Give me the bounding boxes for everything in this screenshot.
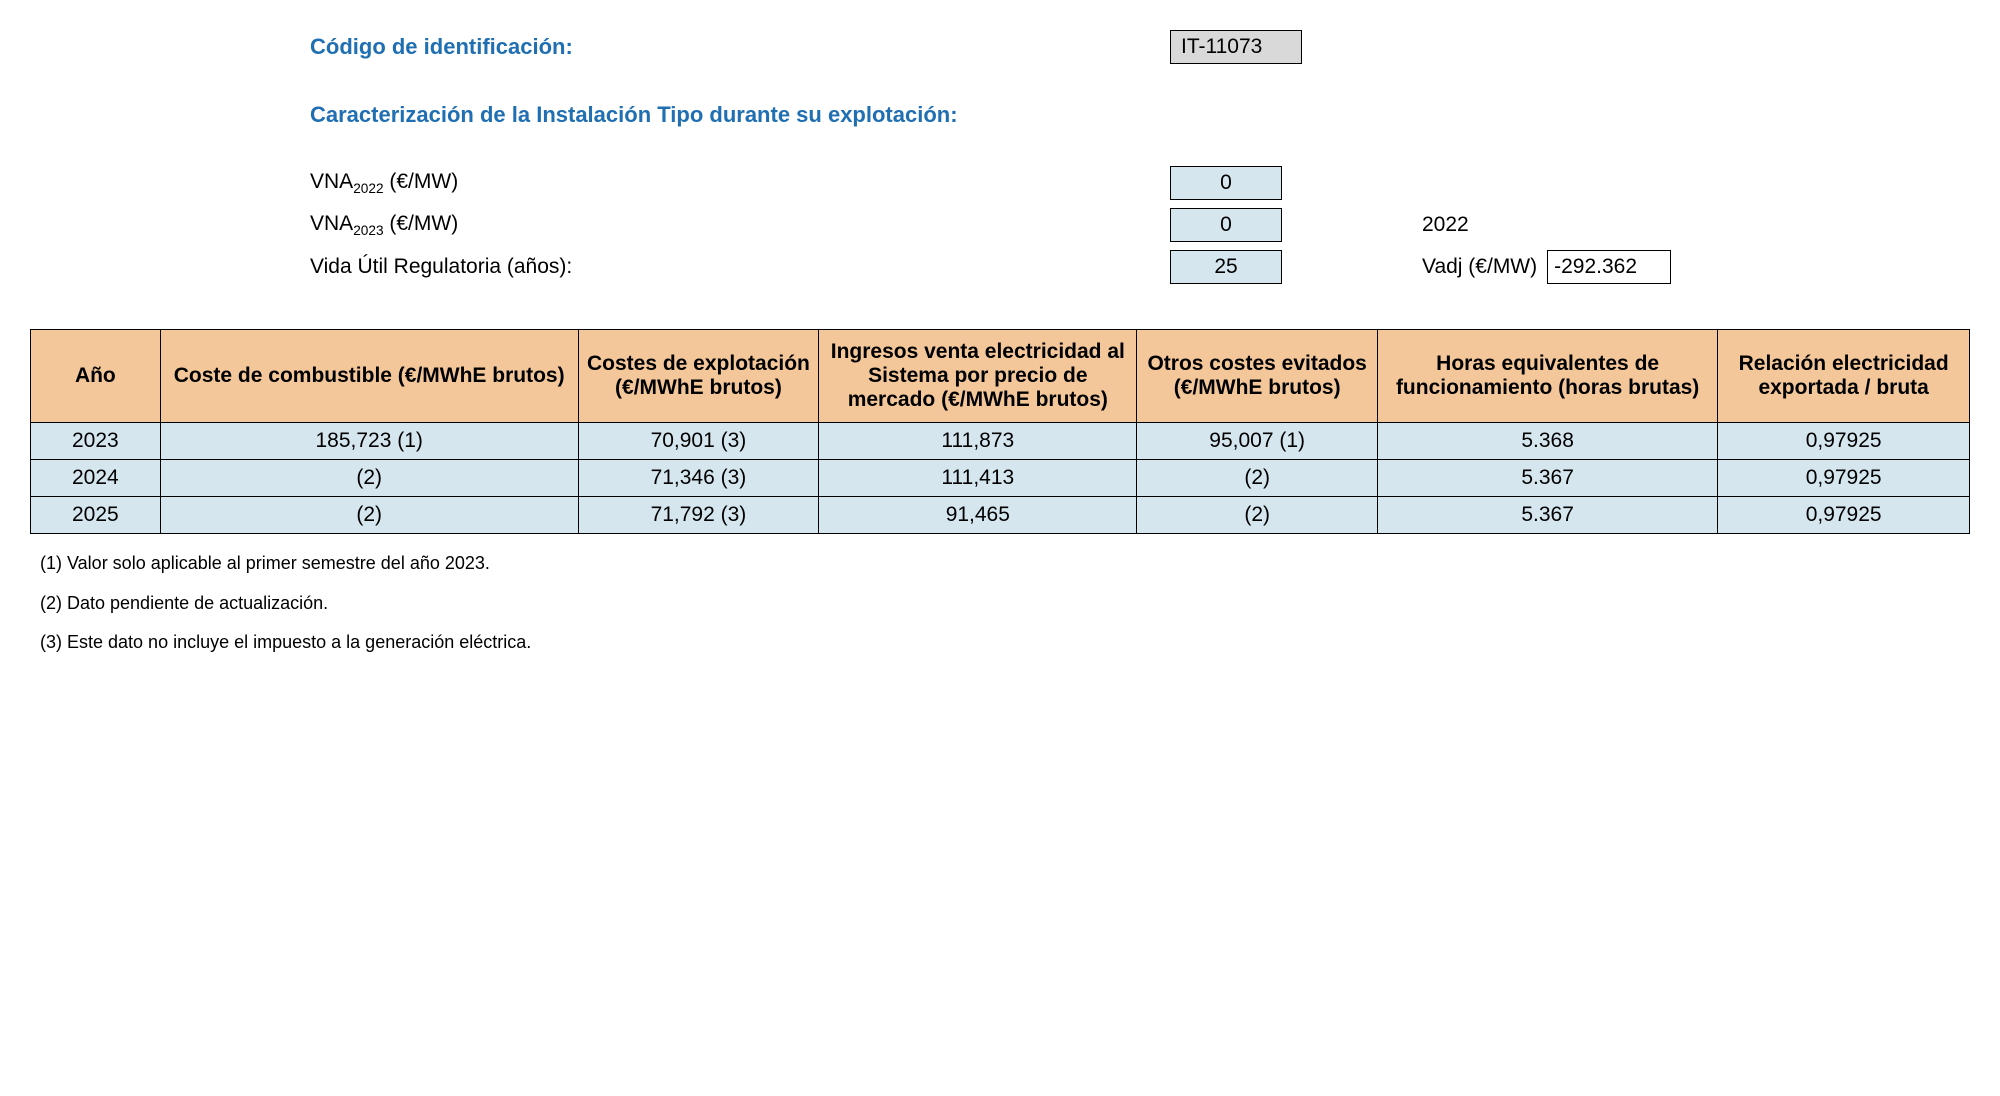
parameter-label: VNA2023 (€/MW) [310,212,1170,238]
parameter-right-col: Vadj (€/MW) -292.362 [1422,250,1671,284]
parameter-rows: VNA2022 (€/MW)0VNA2023 (€/MW)02022Vida Ú… [310,166,1980,284]
right-label: 2022 [1422,213,1469,237]
parameter-row: VNA2022 (€/MW)0 [310,166,1980,200]
table-column-header: Costes de explotación (€/MWhE brutos) [578,330,819,423]
parameter-value-box: 0 [1170,208,1282,242]
document-root: Código de identificación: IT-11073 Carac… [20,30,1980,663]
parameter-row: VNA2023 (€/MW)0 2022 [310,208,1980,242]
table-cell: 2025 [31,497,161,534]
table-column-header: Coste de combustible (€/MWhE brutos) [160,330,578,423]
table-cell: 185,723 (1) [160,423,578,460]
parameter-right-col: 2022 [1422,213,1469,237]
right-value-box: -292.362 [1547,250,1671,284]
table-column-header: Ingresos venta electricidad al Sistema p… [819,330,1137,423]
section-title-row: Caracterización de la Instalación Tipo d… [310,102,1980,128]
table-cell: 0,97925 [1718,460,1970,497]
table-cell: 71,346 (3) [578,460,819,497]
footnote: (3) Este dato no incluye el impuesto a l… [40,623,1980,663]
table-cell: (2) [1137,497,1378,534]
table-column-header: Horas equivalentes de funcionamiento (ho… [1377,330,1717,423]
table-cell: (2) [160,497,578,534]
table-cell: (2) [160,460,578,497]
table-column-header: Relación electricidad exportada / bruta [1718,330,1970,423]
table-cell: 111,873 [819,423,1137,460]
main-data-table: AñoCoste de combustible (€/MWhE brutos)C… [30,329,1970,534]
parameter-row: Vida Útil Regulatoria (años):25 Vadj (€/M… [310,250,1980,284]
parameter-value-box: 25 [1170,250,1282,284]
table-cell: 0,97925 [1718,423,1970,460]
table-header-row: AñoCoste de combustible (€/MWhE brutos)C… [31,330,1970,423]
table-cell: 70,901 (3) [578,423,819,460]
parameter-label: VNA2022 (€/MW) [310,170,1170,196]
table-cell: 5.367 [1377,460,1717,497]
table-body: 2023185,723 (1)70,901 (3)111,87395,007 (… [31,423,1970,534]
table-cell: 2023 [31,423,161,460]
footnotes: (1) Valor solo aplicable al primer semes… [40,544,1980,663]
code-label: Código de identificación: [310,34,1170,60]
right-label: Vadj (€/MW) [1422,255,1537,279]
table-column-header: Otros costes evitados (€/MWhE brutos) [1137,330,1378,423]
table-cell: 2024 [31,460,161,497]
table-cell: 71,792 (3) [578,497,819,534]
table-header: AñoCoste de combustible (€/MWhE brutos)C… [31,330,1970,423]
section-title: Caracterización de la Instalación Tipo d… [310,102,1170,128]
footnote: (2) Dato pendiente de actualización. [40,584,1980,624]
table-row: 2024(2)71,346 (3)111,413(2)5.3670,97925 [31,460,1970,497]
parameter-label: Vida Útil Regulatoria (años): [310,255,1170,279]
header-block: Código de identificación: IT-11073 Carac… [310,30,1980,284]
table-cell: 5.367 [1377,497,1717,534]
table-cell: 91,465 [819,497,1137,534]
table-cell: 5.368 [1377,423,1717,460]
table-column-header: Año [31,330,161,423]
code-value-box: IT-11073 [1170,30,1302,64]
table-row: 2023185,723 (1)70,901 (3)111,87395,007 (… [31,423,1970,460]
footnote: (1) Valor solo aplicable al primer semes… [40,544,1980,584]
code-row: Código de identificación: IT-11073 [310,30,1980,64]
table-row: 2025(2)71,792 (3)91,465(2)5.3670,97925 [31,497,1970,534]
table-cell: 0,97925 [1718,497,1970,534]
table-cell: (2) [1137,460,1378,497]
table-cell: 111,413 [819,460,1137,497]
parameter-value-box: 0 [1170,166,1282,200]
table-cell: 95,007 (1) [1137,423,1378,460]
